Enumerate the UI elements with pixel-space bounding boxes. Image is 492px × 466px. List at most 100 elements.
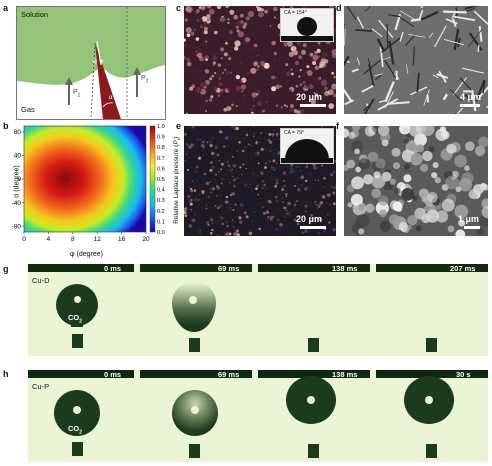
y-tick-label: -80 xyxy=(12,223,22,230)
surface-grain xyxy=(260,147,264,151)
bubble-g-0 xyxy=(56,284,98,326)
surface-grain xyxy=(221,71,225,74)
surface-grain xyxy=(315,76,321,82)
nodule xyxy=(481,205,488,219)
surface-grain xyxy=(271,75,276,80)
surface-grain xyxy=(311,209,313,211)
surface-grain xyxy=(232,154,234,157)
surface-grain xyxy=(296,165,299,169)
surface-grain xyxy=(197,17,203,23)
surface-grain xyxy=(305,165,308,168)
panel-label-a: a xyxy=(3,3,9,13)
surface-grain xyxy=(282,201,284,204)
electrode-h-2 xyxy=(258,370,370,378)
surface-grain xyxy=(203,26,208,31)
nodule xyxy=(403,174,412,183)
nodule xyxy=(455,186,462,193)
x-axis-label: φ (degree) xyxy=(70,251,103,258)
surface-grain xyxy=(315,204,317,206)
surface-grain xyxy=(331,186,333,188)
surface-grain xyxy=(333,76,336,79)
surface-grain xyxy=(199,138,202,141)
bubble-g-1 xyxy=(172,282,216,332)
surface-grain xyxy=(310,99,316,105)
nodule xyxy=(389,178,397,185)
surface-grain xyxy=(209,232,213,235)
surface-grain xyxy=(252,98,256,101)
surface-grain xyxy=(305,228,307,231)
dendrite-branch xyxy=(468,32,483,51)
surface-grain xyxy=(212,55,218,61)
surface-grain xyxy=(225,41,228,45)
nodule xyxy=(378,195,389,206)
surface-grain xyxy=(306,70,313,76)
panel-b-heatmap: 0 4 8 12 16 20 -80 -40 0 40 80 0.0 0.1 0.2 0.3 0.4 0.5… xyxy=(0,120,182,260)
surface-grain xyxy=(264,226,268,230)
surface-grain xyxy=(251,172,255,176)
surface-grain xyxy=(212,89,216,92)
surface-grain xyxy=(307,186,309,188)
surface-grain xyxy=(193,28,196,32)
surface-grain xyxy=(226,218,230,222)
dendrite-branch xyxy=(367,58,372,69)
surface-grain xyxy=(240,101,246,107)
nodule xyxy=(367,151,379,162)
alpha-symbol: α xyxy=(109,95,113,101)
surface-grain xyxy=(230,126,234,129)
surface-grain xyxy=(251,111,254,114)
nodule xyxy=(358,228,365,235)
surface-grain xyxy=(234,233,236,236)
surface-grain xyxy=(199,56,204,62)
surface-grain xyxy=(227,163,230,166)
dendrite-branch xyxy=(344,99,354,106)
surface-grain xyxy=(289,89,292,92)
surface-grain xyxy=(313,51,318,55)
surface-grain xyxy=(210,95,214,99)
surface-grain xyxy=(317,203,321,208)
dendrite-branch xyxy=(388,101,410,105)
surface-grain xyxy=(256,184,259,188)
surface-grain xyxy=(207,192,211,196)
gas-label-h: CO2 xyxy=(68,424,83,436)
surface-grain xyxy=(306,65,310,69)
surface-grain xyxy=(260,234,263,236)
surface-grain xyxy=(237,178,239,180)
nodule xyxy=(478,136,488,148)
surface-grain xyxy=(275,234,278,236)
nodule xyxy=(481,198,488,209)
surface-grain xyxy=(190,198,193,202)
surface-grain xyxy=(275,76,278,79)
surface-grain xyxy=(314,200,317,203)
surface-grain xyxy=(251,92,257,98)
surface-grain xyxy=(194,213,196,216)
panel-label-g: g xyxy=(3,264,9,274)
surface-grain xyxy=(214,159,217,163)
pore-wetting-diagram xyxy=(17,7,165,119)
surface-grain xyxy=(219,74,223,79)
surface-grain xyxy=(204,22,207,25)
surface-grain xyxy=(220,182,223,185)
surface-grain xyxy=(231,155,234,158)
surface-grain xyxy=(184,18,188,22)
surface-grain xyxy=(253,135,255,138)
dendrite-branch xyxy=(356,16,364,29)
surface-grain xyxy=(322,230,326,233)
surface-grain xyxy=(238,79,243,83)
surface-grain xyxy=(220,89,224,92)
surface-grain xyxy=(297,188,301,192)
surface-grain xyxy=(249,183,252,186)
surface-grain xyxy=(212,64,215,67)
surface-grain xyxy=(225,70,231,75)
alpha-arc xyxy=(102,102,114,108)
nodule xyxy=(464,165,470,171)
surface-grain xyxy=(217,234,219,236)
surface-grain xyxy=(331,71,335,75)
surface-grain xyxy=(229,169,233,172)
dendrite-branch xyxy=(434,25,447,48)
surface-grain xyxy=(304,204,308,208)
surface-grain xyxy=(256,90,261,94)
scale-bar-f xyxy=(464,226,480,229)
surface-grain xyxy=(201,192,204,195)
dendrite-branch xyxy=(408,34,425,38)
colorbar-ticks: 0.0 0.1 0.2 0.3 0.4 0.5 0.6 0.7 0.8 0.9 1.0 xyxy=(157,124,165,236)
